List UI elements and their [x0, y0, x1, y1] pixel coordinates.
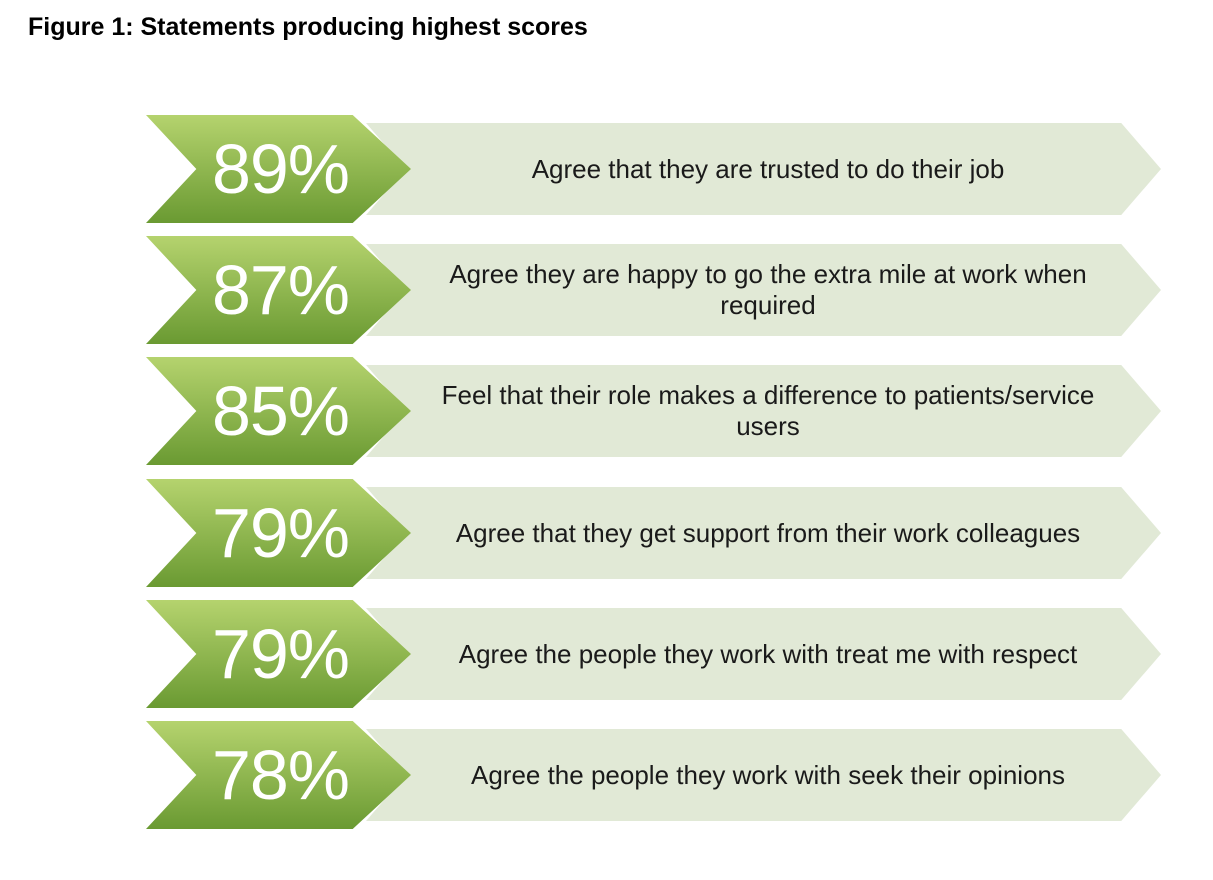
statement-arrow-shape: [366, 487, 1161, 579]
statement-arrow-shape: [366, 608, 1161, 700]
statement-text: Agree that they get support from their w…: [455, 517, 1081, 548]
percent-value: 79%: [211, 494, 350, 572]
statement-text: Feel that their role makes a difference …: [441, 380, 1095, 441]
statement-arrow-shape: [366, 729, 1161, 821]
statement-text: Agree that they are trusted to do their …: [531, 153, 1005, 184]
percent-value: 89%: [211, 130, 350, 208]
statement-row: Agree that they get support from their w…: [0, 479, 1213, 589]
statement-arrow-shape: [366, 123, 1161, 215]
statement-row: Agree that they are trusted to do their …: [0, 115, 1213, 225]
statement-row: Agree the people they work with treat me…: [0, 600, 1213, 710]
statement-arrow-shape: [366, 365, 1161, 457]
percent-value: 87%: [211, 251, 350, 329]
statement-text: Agree they are happy to go the extra mil…: [449, 259, 1087, 320]
statement-arrow-shape: [366, 244, 1161, 336]
statement-row: Agree the people they work with seek the…: [0, 721, 1213, 831]
statement-row: Agree they are happy to go the extra mil…: [0, 236, 1213, 346]
percent-value: 79%: [211, 615, 350, 693]
statement-text: Agree the people they work with treat me…: [458, 638, 1078, 669]
percent-value: 78%: [211, 736, 350, 814]
figure-title: Figure 1: Statements producing highest s…: [28, 13, 588, 41]
statement-text: Agree the people they work with seek the…: [470, 759, 1065, 790]
percent-value: 85%: [211, 372, 350, 450]
statement-row: Feel that their role makes a difference …: [0, 357, 1213, 467]
